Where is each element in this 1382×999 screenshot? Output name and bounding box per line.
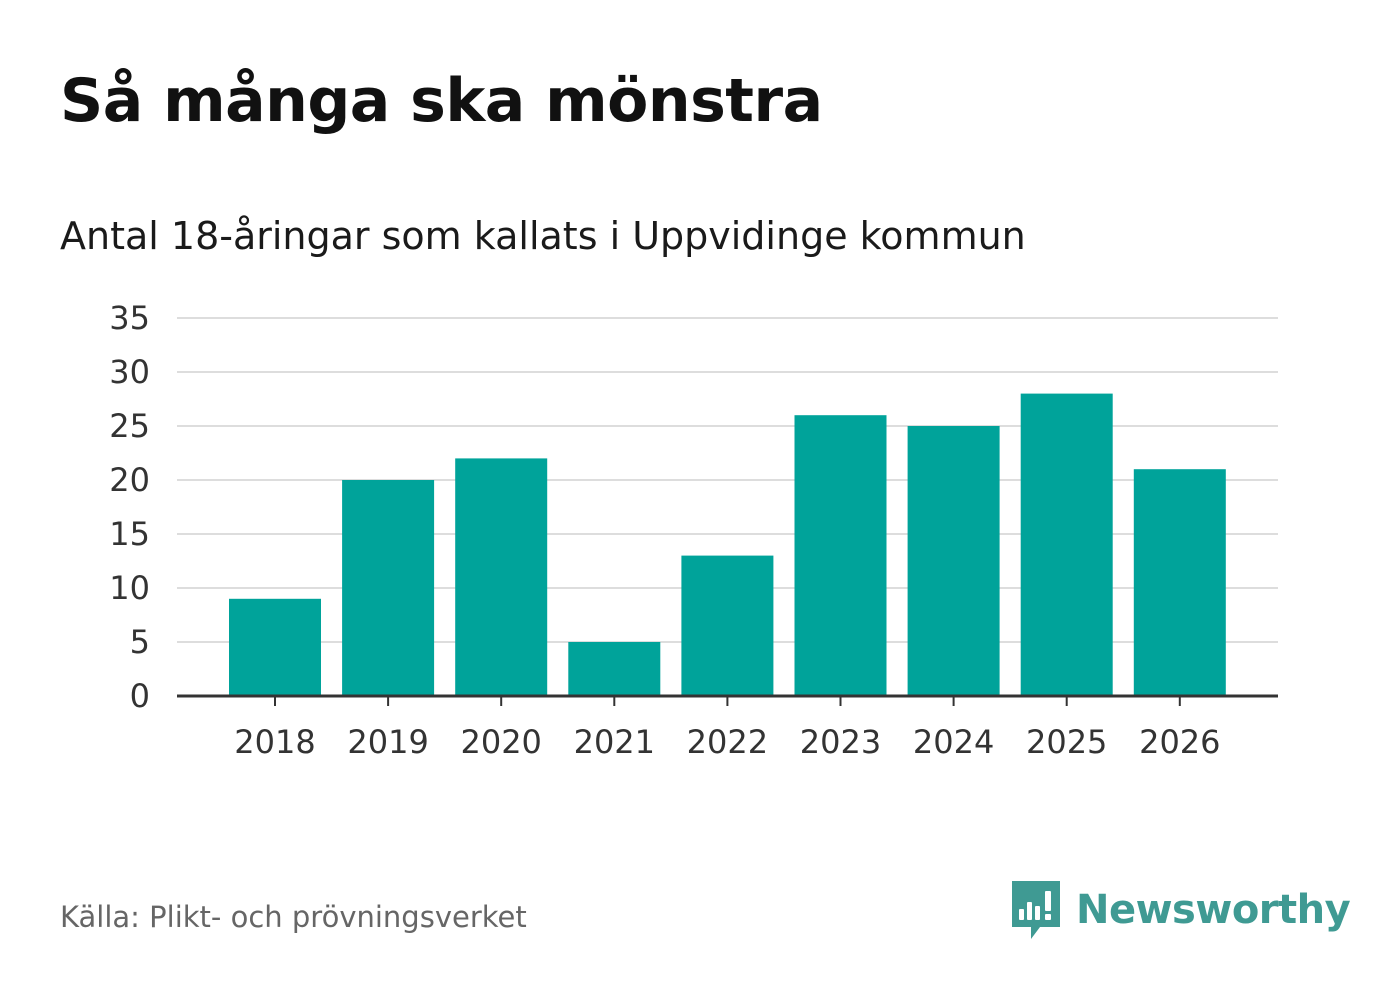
x-tick-label-2020: 2020 bbox=[460, 723, 541, 761]
x-tick-label-2019: 2019 bbox=[347, 723, 428, 761]
brand-name: Newsworthy bbox=[1076, 887, 1351, 933]
bar-2024 bbox=[907, 426, 1000, 696]
bar-2022 bbox=[681, 555, 774, 696]
x-tick-label-2018: 2018 bbox=[234, 723, 315, 761]
x-tick-label-2021: 2021 bbox=[574, 723, 655, 761]
y-tick-label-15: 15 bbox=[109, 515, 150, 553]
bar-2025 bbox=[1020, 393, 1113, 696]
bar-2020 bbox=[455, 458, 548, 696]
y-tick-label-10: 10 bbox=[109, 569, 150, 607]
y-tick-label-30: 30 bbox=[109, 353, 150, 391]
bar-2021 bbox=[568, 642, 661, 696]
y-tick-label-20: 20 bbox=[109, 461, 150, 499]
bar-2019 bbox=[342, 480, 435, 696]
brand[interactable]: Newsworthy bbox=[1010, 878, 1351, 942]
x-tick-label-2023: 2023 bbox=[800, 723, 881, 761]
bar-2018 bbox=[229, 598, 321, 696]
bar-2026 bbox=[1133, 469, 1226, 696]
x-tick-label-2024: 2024 bbox=[913, 723, 994, 761]
chart-title: Så många ska mönstra bbox=[60, 66, 823, 136]
y-tick-label-0: 0 bbox=[130, 677, 150, 715]
chart-subtitle: Antal 18-åringar som kallats i Uppviding… bbox=[60, 214, 1026, 258]
newsworthy-logo-icon bbox=[1012, 881, 1060, 939]
y-tick-label-25: 25 bbox=[109, 407, 150, 445]
bars bbox=[229, 393, 1226, 696]
x-tick-label-2025: 2025 bbox=[1026, 723, 1107, 761]
axes bbox=[177, 694, 1278, 706]
y-tick-label-35: 35 bbox=[109, 299, 150, 337]
y-tick-label-5: 5 bbox=[130, 623, 150, 661]
x-tick-label-2022: 2022 bbox=[687, 723, 768, 761]
bar-2023 bbox=[794, 415, 887, 696]
source-note: Källa: Plikt- och prövningsverket bbox=[60, 900, 527, 934]
x-tick-label-2026: 2026 bbox=[1139, 723, 1220, 761]
